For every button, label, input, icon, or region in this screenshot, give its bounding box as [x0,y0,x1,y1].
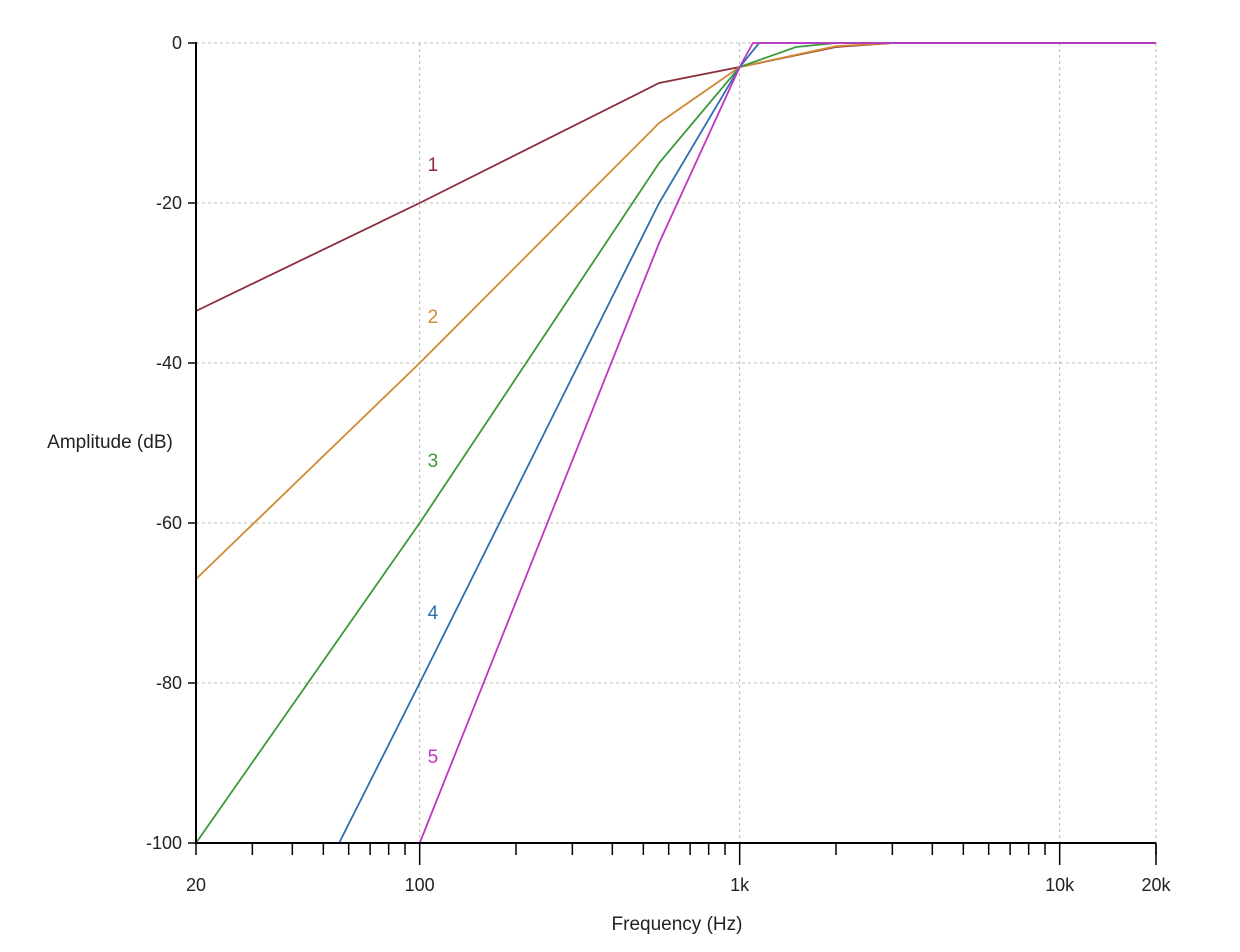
axes-layer [188,42,1157,865]
curve-order-1 [195,42,1156,312]
y-tick-label: -20 [156,193,182,213]
y-tick-label: 0 [172,33,182,53]
y-axis-title: Amplitude (dB) [47,432,173,453]
y-tick-label: -100 [146,833,182,853]
curve-order-5 [418,42,1156,844]
x-axis-title: Frequency (Hz) [612,914,743,935]
curve-label-3: 3 [428,451,439,472]
curve-label-2: 2 [428,307,439,328]
y-tick-label: -40 [156,353,182,373]
curves-layer [195,42,1156,844]
x-tick-label: 1k [730,875,750,895]
labels-layer: 0 -20 -40 -60 -80 -100 20 100 1k 10k 20k 1 2 3 4 5 [146,33,1172,895]
grid-layer [196,42,1157,843]
y-tick-label: -80 [156,673,182,693]
curve-label-4: 4 [428,603,439,624]
curve-order-2 [195,42,1156,580]
y-tick-label: -60 [156,513,182,533]
x-tick-label: 100 [405,875,435,895]
x-tick-label: 20 [186,875,206,895]
curve-label-1: 1 [428,155,439,176]
x-tick-label: 20k [1141,875,1171,895]
curve-label-5: 5 [428,747,439,768]
x-tick-label: 10k [1045,875,1075,895]
curve-order-4 [338,42,1156,844]
curve-order-3 [195,42,1156,844]
